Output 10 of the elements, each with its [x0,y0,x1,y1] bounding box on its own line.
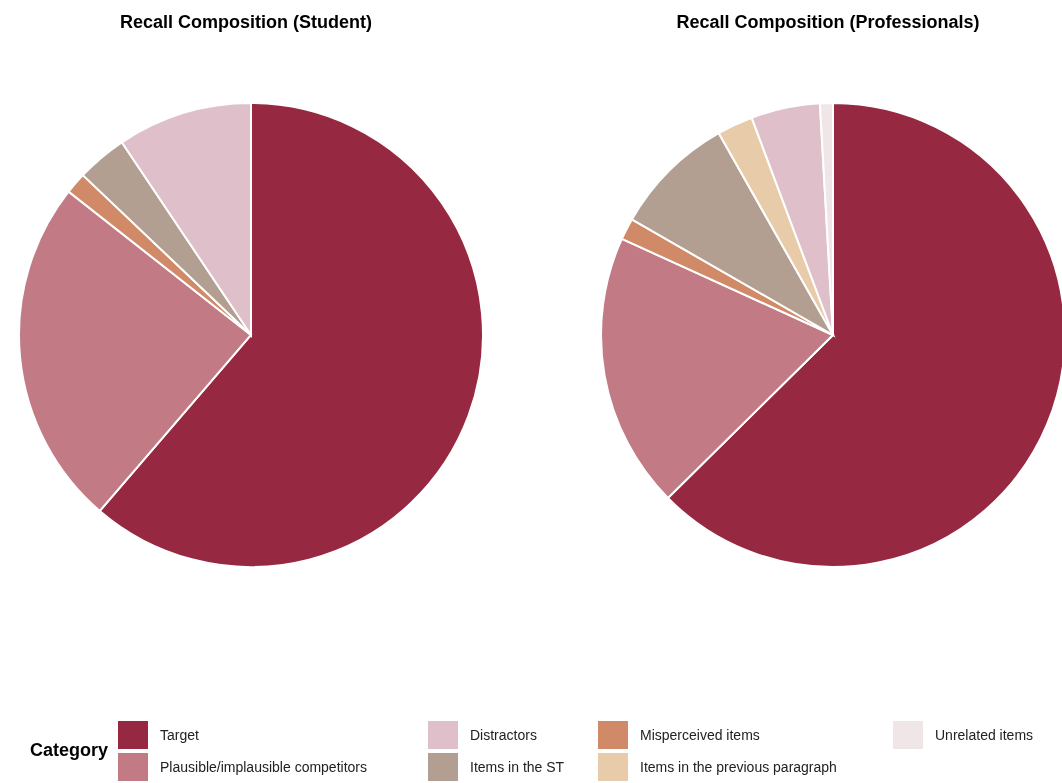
chart-title: Recall Composition (Student) [119,12,373,33]
legend-label: Distractors [470,727,537,743]
legend-title: Category [30,740,109,761]
legend-label: Unrelated items [935,727,1034,743]
legend-label: Target [160,727,199,743]
chart-title: Recall Composition (Professionals) [675,12,981,33]
legend-label: Items in the ST [470,759,565,775]
legend-label: Items in the previous paragraph [640,759,837,775]
legend-label: Misperceived items [640,727,760,743]
legend-label: Plausible/implausible competitors [160,759,367,775]
